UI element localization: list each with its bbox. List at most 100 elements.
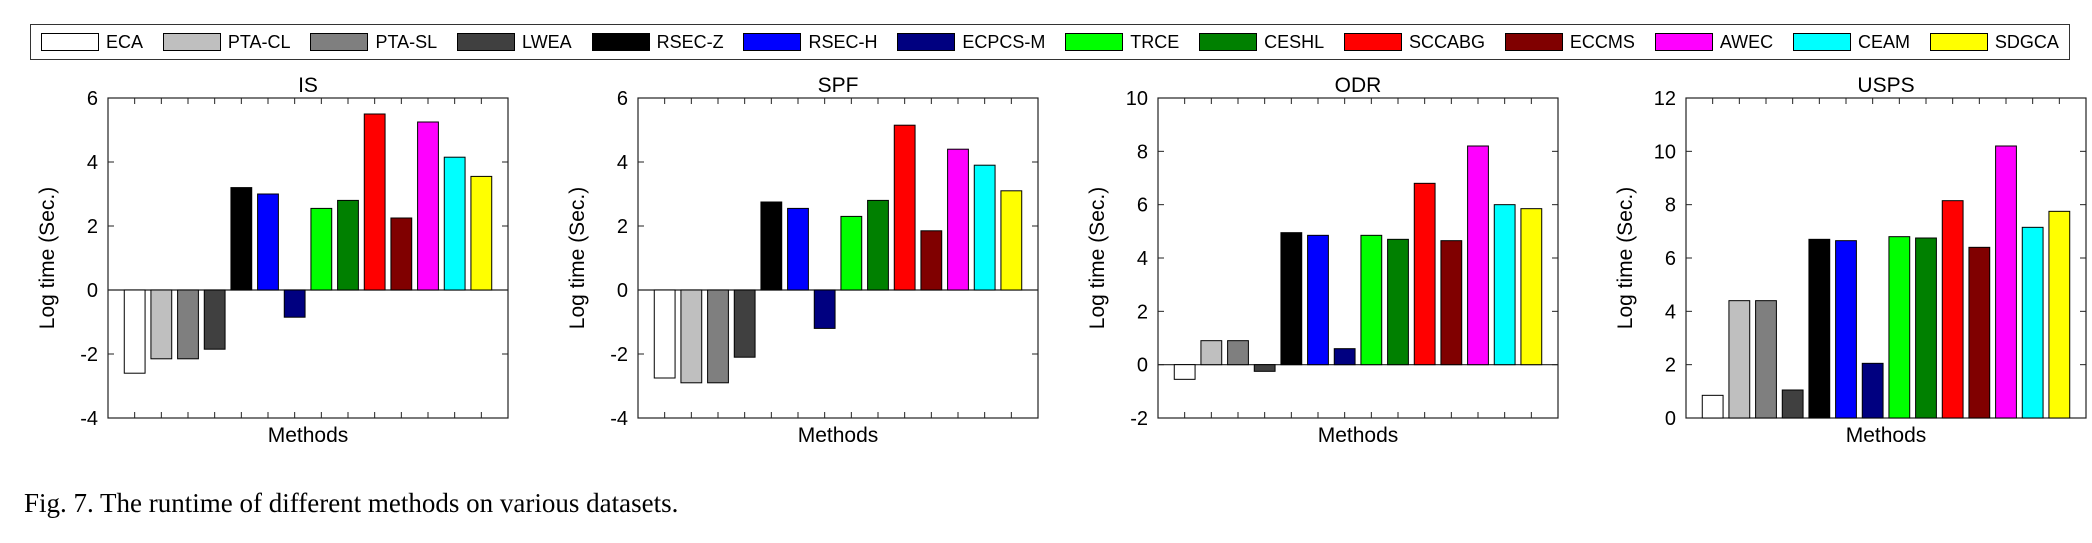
bar-eca [1701,394,1724,419]
y-tick-label: 8 [1665,195,1676,217]
chart-spf: -4 -2 0 2 4 6 SPF Methods Log time (Sec.) [566,74,1039,447]
legend-swatch [1065,33,1124,51]
charts-area: -4 -2 0 2 4 6 IS Methods Log time (Sec.) -4 -2 0 2 4… [0,70,2092,470]
legend-item: PTA-CL [162,31,291,53]
y-tick-label: 6 [617,88,628,110]
bar-ceshl [1915,237,1937,419]
bar-pta-sl [1755,300,1777,419]
y-axis-label: Log time (Sec.) [566,187,589,329]
legend-swatch [1654,33,1713,51]
bar-rsec-z [760,201,783,291]
bar-ceam [443,156,466,291]
chart-title: USPS [1857,74,1914,97]
legend-label: TRCE [1130,31,1180,52]
bar-ceam [973,164,996,291]
y-tick-label: 2 [617,216,628,238]
plot-area [637,97,1039,419]
bar-ecpcs-m [813,289,836,329]
chart-panel-odr: -2 0 2 4 6 8 10 ODR Methods Log time (Sec.) [1068,70,1588,470]
y-tick-label: 4 [1137,248,1148,270]
y-tick-label: 2 [1665,355,1676,377]
bar-pta-sl [1227,340,1249,366]
y-axis-label: Log time (Sec.) [1086,187,1109,329]
bar-eca [1173,364,1196,380]
legend-label: SDGCA [1994,31,2059,52]
legend-swatch [1504,33,1563,51]
bar-sccabg [1413,182,1436,366]
bar-rsec-h [1835,240,1857,419]
bar-trce [1360,234,1383,366]
bar-pta-sl [177,289,199,360]
y-tick-label: 6 [1137,195,1148,217]
legend-label: RSEC-H [808,31,878,52]
legend-label: ECPCS-M [962,31,1046,52]
bar-rsec-h [257,193,279,291]
bar-lwea [203,289,226,350]
legend-label: CESHL [1264,31,1325,52]
bar-sdgca [2048,210,2071,419]
bar-trce [310,207,333,291]
bar-rsec-z [230,187,253,291]
chart-panel-spf: -4 -2 0 2 4 6 SPF Methods Log time (Sec.) [548,70,1068,470]
y-tick-label: 12 [1654,88,1676,110]
chart-odr: -2 0 2 4 6 8 10 ODR Methods Log time (Sec.) [1086,74,1559,447]
bar-lwea [1253,364,1276,372]
bar-pta-cl [1728,300,1751,419]
bar-ceam [2021,226,2044,419]
bar-ceshl [1387,238,1409,366]
x-axis-label: Methods [268,424,349,447]
legend-swatch [310,33,369,51]
chart-panel-is: -4 -2 0 2 4 6 IS Methods Log time (Sec.) [18,70,538,470]
bar-sdgca [1520,208,1543,366]
legend-label: ECA [106,31,144,52]
y-tick-label: 4 [1665,301,1676,323]
y-tick-label: 0 [87,280,98,302]
x-axis-label: Methods [798,424,879,447]
bar-pta-cl [1200,340,1223,366]
legend-label: PTA-SL [375,31,438,52]
legend-swatch [591,33,650,51]
chart-title: IS [298,74,318,97]
legend-item: RSEC-Z [591,32,724,53]
legend-swatch [457,33,516,51]
bar-eca [123,289,146,374]
chart-title: SPF [818,74,859,97]
plot-area [1685,97,2087,419]
x-axis-label: Methods [1318,424,1399,447]
legend-label: SCCABG [1409,31,1486,52]
y-tick-label: -2 [610,344,628,366]
chart-legend: ECA PTA-CL PTA-SL LWEA RSEC-Z RSEC-H ECPCS-M TR… [30,24,2070,60]
y-axis-label: Log time (Sec.) [1614,187,1637,329]
bar-eccms [920,230,943,291]
legend-swatch [897,33,956,51]
legend-swatch [1929,33,1988,51]
y-tick-label: 4 [87,152,98,174]
bar-eccms [1440,240,1463,366]
legend-swatch [162,33,221,51]
bar-pta-cl [150,289,173,360]
legend-item: SDGCA [1929,31,2059,53]
legend-label: AWEC [1719,31,1774,52]
bar-sccabg [1941,200,1964,419]
legend-swatch [743,33,802,51]
y-tick-label: -2 [80,344,98,366]
bar-rsec-z [1808,238,1831,419]
bar-awec [417,121,439,291]
bar-sdgca [470,175,493,291]
legend-label: PTA-CL [227,31,291,52]
legend-item: SCCABG [1344,32,1485,53]
bar-rsec-z [1280,232,1303,366]
legend-label: CEAM [1858,31,1911,52]
legend-swatch [1793,33,1852,51]
legend-item: LWEA [457,32,572,53]
legend-swatch [1344,33,1403,51]
figure-caption: Fig. 7. The runtime of different methods… [24,488,679,518]
bar-rsec-h [1307,234,1329,366]
bar-eccms [1968,246,1991,419]
legend-item: CESHL [1199,32,1324,53]
bar-ceam [1493,204,1516,366]
y-tick-label: 6 [1665,248,1676,270]
legend-item: ECPCS-M [897,32,1045,53]
y-tick-label: 2 [87,216,98,238]
legend-item: PTA-SL [310,32,437,53]
